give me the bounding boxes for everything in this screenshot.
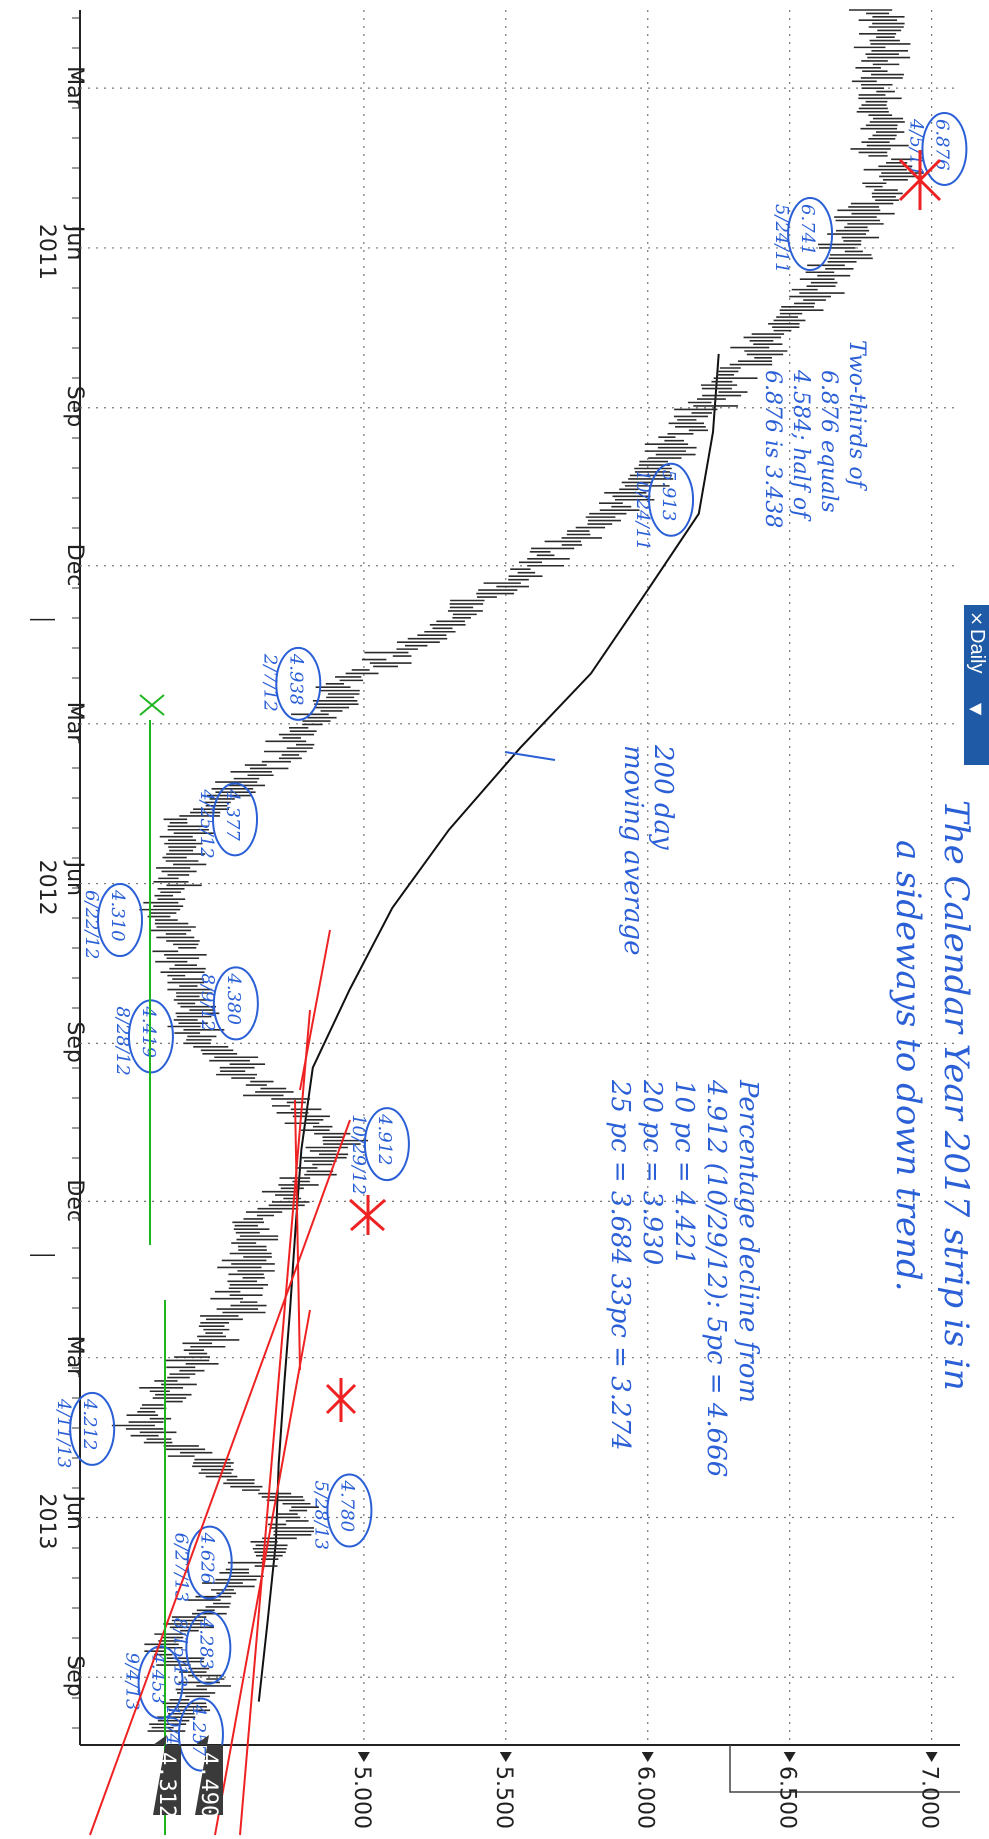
- annotation-date: 6/27/13: [171, 1533, 192, 1602]
- note-twothirds-line1: Two-thirds of: [844, 340, 869, 492]
- month-tick-label: Dec: [62, 1179, 87, 1222]
- price-tag-4490: 4.490: [195, 1735, 223, 1818]
- price-tick-marker: [357, 1752, 370, 1762]
- price-tag-4312: 4.312: [153, 1735, 181, 1818]
- svg-text:4.312: 4.312: [154, 1752, 179, 1818]
- month-tick-label: Mar: [62, 702, 87, 744]
- month-tick-label: Sep: [62, 1021, 87, 1062]
- annotation-value: 6.876: [931, 119, 952, 171]
- price-tick-label: 5.000: [349, 1766, 374, 1829]
- annotation-value: 4.626: [197, 1532, 218, 1585]
- period-selector[interactable]: Daily × ▼: [964, 605, 989, 765]
- price-label-frame: [729, 1745, 960, 1793]
- annotation-date: 10/29/12: [348, 1114, 369, 1195]
- month-tick-label: Mar: [62, 66, 87, 108]
- month-tick-label: Mar: [62, 1336, 87, 1378]
- annotation-date: 8/9/12: [197, 973, 218, 1031]
- month-tick-label: Jun: [62, 860, 87, 896]
- green-support-lines: [139, 694, 166, 1835]
- year-label: 2012: [34, 860, 59, 916]
- annotation-value: 4.377: [222, 788, 243, 841]
- annotation-value: 6.741: [797, 204, 818, 256]
- note-pct-line3: 10 pc = 4.421: [669, 1080, 699, 1265]
- red-trend-lines: [89, 929, 351, 1836]
- month-tick-label: Jun: [62, 1493, 87, 1529]
- annotation-value: 4.283: [195, 1617, 216, 1670]
- annotation-date: 2/7/12: [259, 653, 280, 712]
- annotation-value: 4.380: [223, 972, 244, 1025]
- price-tick-label: 6.500: [775, 1766, 800, 1829]
- annotation-value: 4.912: [374, 1113, 395, 1166]
- note-ma-line1: 200 day: [648, 744, 678, 850]
- price-tick-label: 7.000: [917, 1766, 942, 1829]
- annotation-date: 4/11/13: [53, 1398, 74, 1468]
- note-header-line1: The Calendar Year 2017 strip is in: [936, 800, 976, 1391]
- price-tick-marker: [783, 1752, 796, 1762]
- red-asterisks: [325, 150, 942, 1422]
- triangle-down-icon: ▼: [967, 703, 986, 716]
- annotation-value: 4.419: [138, 1005, 159, 1058]
- annotation-date: 6/22/12: [81, 890, 102, 959]
- annotation-date: 10/24/11: [632, 470, 653, 551]
- price-tick-label: 5.500: [491, 1766, 516, 1829]
- annotation-date: 4/25/12: [196, 788, 217, 858]
- annotation-value: 5.913: [658, 470, 679, 522]
- note-twothirds-line3: 4.584; half of: [788, 369, 813, 522]
- month-tick-label: Sep: [62, 1655, 87, 1696]
- close-icon: ×: [966, 611, 987, 626]
- moving-average-line: [257, 353, 720, 1702]
- period-selector-label: Daily: [966, 629, 988, 673]
- month-tick-label: Sep: [62, 386, 87, 427]
- annotation-date: 5/28/13: [310, 1481, 331, 1550]
- annotation-value: 4.257: [188, 1704, 209, 1757]
- annotation-value: 4.310: [107, 889, 128, 942]
- price-tick-marker: [641, 1752, 654, 1762]
- annotation-date: 5/24/11: [771, 204, 792, 273]
- note-pct-line2: 4.912 (10/29/12): 5pc = 4.666: [701, 1079, 731, 1477]
- annotation-value: 4.938: [285, 653, 306, 706]
- annotation-date: 8/15/13: [169, 1618, 190, 1687]
- price-tick-marker: [925, 1752, 938, 1762]
- price-tick-label: 6.000: [633, 1766, 658, 1829]
- note-twothirds-line2: 6.876 equals: [816, 370, 841, 513]
- svg-text:4.490: 4.490: [196, 1752, 221, 1818]
- note-pct-line1: Percentage decline from: [733, 1079, 763, 1403]
- note-ma-line2: moving average: [618, 745, 648, 956]
- annotation-date: 9/4/13: [122, 1652, 143, 1710]
- year-label: 2013: [34, 1493, 59, 1549]
- note-twothirds-line4: 6.876 is 3.438: [760, 370, 785, 528]
- annotation-date: 8/28/12: [112, 1006, 133, 1075]
- month-tick-label: Jun: [62, 224, 87, 260]
- note-header-line2: a sideways to down trend.: [888, 840, 928, 1292]
- year-label: 2011: [34, 224, 59, 280]
- annotation-value: 4.212: [79, 1398, 100, 1451]
- price-tick-marker: [499, 1752, 512, 1762]
- note-pct-line4: 20 pc = 3.930: [637, 1079, 667, 1265]
- note-pct-line5: 25 pc = 3.684 33pc = 3.274: [605, 1079, 635, 1451]
- month-tick-label: Dec: [62, 544, 87, 587]
- annotation-value: 4.780: [336, 1480, 357, 1533]
